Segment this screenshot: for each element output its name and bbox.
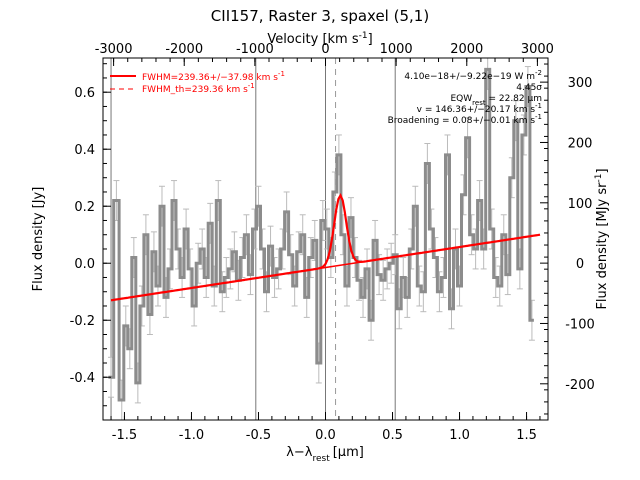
top-tick-label-1: -2000 xyxy=(165,42,203,57)
yr-tick-label-1: -100 xyxy=(565,317,595,332)
top-tick-label-3: 0 xyxy=(321,42,329,57)
x-tick-label-2: -0.5 xyxy=(246,428,271,443)
legend: FWHM=239.36+/−37.98 km s-1 FWHM_th=239.3… xyxy=(110,70,285,95)
yr-tick-label-0: -200 xyxy=(565,378,595,393)
y-tick-label-1: -0.2 xyxy=(70,314,95,329)
y-tick-label-2: 0.0 xyxy=(74,257,95,272)
y-tick-label-3: 0.2 xyxy=(74,200,95,215)
y-tick-label-0: -0.4 xyxy=(70,371,95,386)
annotation-sigma: 4.45σ xyxy=(516,83,542,93)
spectrum-line xyxy=(108,67,534,402)
y-tick-label-4: 0.4 xyxy=(74,143,95,158)
x-tick-label-4: 0.5 xyxy=(382,428,403,443)
yr-tick-label-2: 0 xyxy=(576,257,584,272)
axis-tick-labels: -1.5 -1.0 -0.5 0.0 0.5 1.0 1.5-3000 -2000 -1000 0… xyxy=(70,42,595,443)
top-tick-label-6: 3000 xyxy=(521,42,554,57)
x-tick-label-5: 1.0 xyxy=(449,428,470,443)
top-tick-label-2: -1000 xyxy=(236,42,274,57)
top-tick-label-4: 1000 xyxy=(380,42,413,57)
top-tick-label-5: 2000 xyxy=(450,42,483,57)
annotation-eqw: EQWrest = 22.82 μm xyxy=(451,94,543,107)
x-tick-label-0: -1.5 xyxy=(112,428,137,443)
annotation-broadening: Broadening = 0.08+/−0.01 km s-1 xyxy=(388,113,542,126)
fit-annotations: 4.10e−18+/−9.22e−19 W m-2 4.45σ EQWrest … xyxy=(388,69,543,126)
y-tick-label-5: 0.6 xyxy=(74,86,95,101)
fit-series xyxy=(110,192,541,302)
yr-tick-label-3: 100 xyxy=(568,197,593,212)
x-axis-label: λ−λrest [μm] xyxy=(286,445,364,464)
spectrum-series xyxy=(108,67,534,402)
annotation-velocity: v = 146.36+/−20.17 km s-1 xyxy=(417,102,542,115)
top-axis-label: Velocity [km s-1] xyxy=(267,31,372,47)
yr-tick-label-4: 200 xyxy=(568,136,593,151)
legend-fwhm-text: FWHM=239.36+/−37.98 km s-1 xyxy=(142,70,285,83)
y-axis-right-label: Flux density [MJy sr-1] xyxy=(594,168,610,309)
x-tick-label-6: 1.5 xyxy=(516,428,537,443)
chart-title: CII157, Raster 3, spaxel (5,1) xyxy=(211,7,429,25)
x-tick-label-1: -1.0 xyxy=(179,428,204,443)
axis-ticks xyxy=(103,58,548,420)
y-axis-left-label: Flux density [Jy] xyxy=(31,187,46,292)
yr-tick-label-5: 300 xyxy=(568,76,593,91)
x-tick-label-3: 0.0 xyxy=(315,428,336,443)
fit-curve xyxy=(110,192,541,302)
top-tick-label-0: -3000 xyxy=(95,42,133,57)
annotation-flux: 4.10e−18+/−9.22e−19 W m-2 xyxy=(404,69,542,82)
legend-fwhm-th-text: FWHM_th=239.36 km s-1 xyxy=(142,82,255,95)
